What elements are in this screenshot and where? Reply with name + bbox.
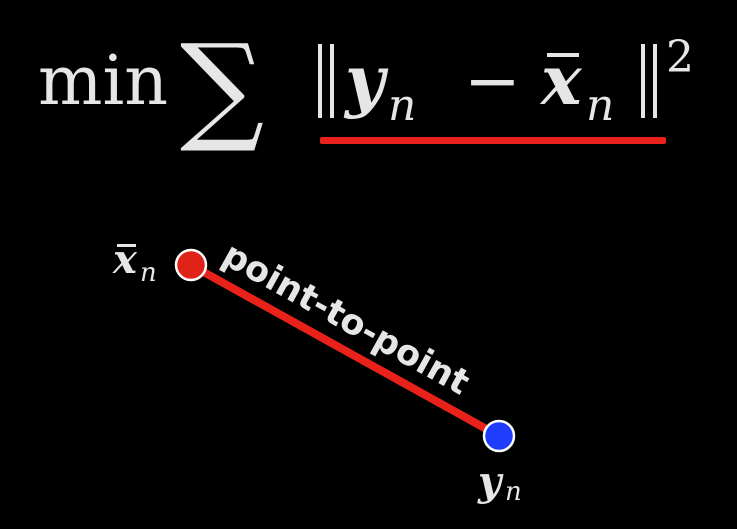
formula-underline [320, 137, 666, 144]
min-operator: min [38, 42, 168, 121]
y-label: y [477, 458, 504, 505]
x-bar-overline [547, 53, 579, 57]
norm-left-bars [318, 44, 334, 118]
xbar-label: x [112, 236, 138, 283]
xbar-label-overline [117, 244, 136, 247]
segment-label: point-to-point [216, 235, 476, 403]
x-term: x [539, 41, 583, 121]
y-label-subscript: n [505, 477, 522, 507]
objective-formula: min ∑ y n − x n 2 [38, 18, 694, 156]
residual-segment [187, 261, 503, 440]
xbar-label-subscript: n [140, 258, 157, 288]
y-point [482, 419, 516, 453]
y-subscript: n [388, 80, 416, 131]
y-term: y [343, 41, 389, 121]
summation-symbol: ∑ [180, 18, 264, 156]
point-to-point-diagram: x n point-to-point y n [112, 235, 522, 507]
exponent-two: 2 [666, 32, 694, 83]
xbar-point [174, 248, 208, 282]
minus-sign: − [464, 42, 521, 121]
x-subscript: n [586, 80, 614, 131]
norm-right-bars [641, 44, 657, 118]
